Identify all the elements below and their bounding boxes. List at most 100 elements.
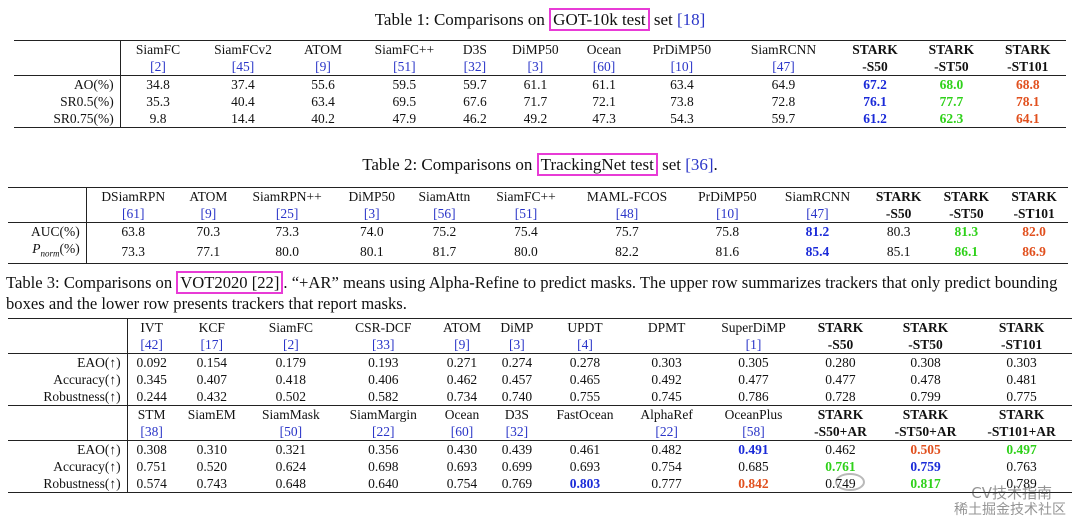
table-cell: 86.9: [1000, 240, 1068, 264]
table-cell: 0.755: [569, 389, 601, 404]
table2-trackingnet: DSiamRPN ATOM SiamRPN++ DiMP50 SiamAttn SiamF…: [8, 187, 1068, 264]
column-header-ref[interactable]: [1]: [745, 337, 762, 352]
column-header-ref[interactable]: [2]: [282, 337, 299, 352]
table-cell: 0.465: [569, 372, 601, 387]
column-header-ref[interactable]: [32]: [505, 424, 529, 439]
column-header-ref: -S50: [827, 337, 854, 352]
column-header-ref: -S50+AR: [814, 424, 867, 439]
column-header-ref[interactable]: [61]: [85, 205, 180, 223]
header-corner-cell: [8, 187, 87, 205]
table1-dataset-highlight: GOT-10k test: [549, 8, 650, 31]
table-cell: 80.0: [482, 240, 570, 264]
column-header-ref[interactable]: [3]: [509, 337, 525, 352]
column-header-ref[interactable]: [32]: [463, 59, 487, 74]
table-cell: 82.0: [1000, 222, 1068, 240]
table-row: AO(%) 34.8 37.4 55.6 59.5 59.7 61.1 61.1 63.4 64.…: [14, 75, 1066, 93]
table-row: SR0.5(%) 35.3 40.4 63.4 69.5 67.6 71.7 72.1 73.8…: [14, 93, 1066, 110]
table-cell: 35.3: [119, 93, 196, 110]
column-header-ref[interactable]: [22]: [655, 424, 678, 439]
table-cell: 0.462: [446, 372, 478, 387]
table-cell: 0.693: [569, 459, 601, 474]
table-cell: 0.734: [446, 389, 478, 404]
table-cell: 70.3: [179, 222, 238, 240]
table-cell: 81.7: [406, 240, 483, 264]
column-header-ref[interactable]: [3]: [527, 59, 544, 74]
table-cell: 0.728: [825, 389, 856, 404]
table-cell: 80.0: [237, 240, 338, 264]
table-cell: 0.274: [491, 353, 543, 371]
table-cell: 75.4: [482, 222, 570, 240]
table1-caption-ref[interactable]: [18]: [676, 10, 706, 29]
column-header-ref[interactable]: [33]: [372, 337, 395, 352]
column-header-ref[interactable]: [47]: [772, 59, 795, 74]
table-cell: 59.7: [453, 75, 497, 93]
row-label-sub: norm: [40, 248, 60, 259]
column-header-ref[interactable]: [9]: [200, 206, 217, 221]
row-label: SR0.5(%): [60, 94, 114, 109]
row-label: Accuracy(↑): [53, 372, 121, 387]
column-header-ref: -ST101: [1013, 206, 1055, 221]
watermark-line2: 稀土掘金技术社区: [954, 502, 1066, 518]
table1-caption: Table 1: Comparisons on GOT-10k test set…: [0, 8, 1080, 31]
table-cell: 0.574: [126, 475, 176, 493]
table3-caption-suffix: . “+AR” means using Alpha-Refine to pred…: [6, 273, 1058, 313]
header-corner-cell: [8, 205, 86, 223]
column-header-ref[interactable]: [10]: [670, 59, 694, 74]
column-header-ref[interactable]: [22]: [372, 424, 395, 439]
table3-dataset-highlight: VOT2020 [22]: [176, 271, 284, 294]
table-cell: 61.1: [496, 75, 575, 93]
table-cell: 0.769: [491, 475, 543, 493]
column-header-ref[interactable]: [47]: [806, 206, 829, 221]
column-header-ref[interactable]: [2]: [119, 58, 196, 76]
header-row: IVT KCF SiamFC CSR-DCF ATOM DiMP UPDT DPMT Super…: [8, 318, 1072, 336]
column-header-ref[interactable]: [60]: [592, 59, 616, 74]
header-row: SiamFC SiamFCv2 ATOM SiamFC++ D3S DiMP50 Ocean…: [14, 40, 1066, 58]
column-header-ref[interactable]: [58]: [742, 424, 765, 439]
column-header-ref[interactable]: [9]: [315, 59, 331, 74]
column-header-name: D3S: [453, 40, 497, 58]
header-ref-row: [61] [9] [25] [3] [56] [51] [48] [10] [47] -S50 -S…: [8, 205, 1068, 223]
column-header-ref[interactable]: [42]: [126, 336, 176, 354]
column-header-ref[interactable]: [51]: [393, 59, 416, 74]
table-cell: 75.8: [684, 222, 771, 240]
column-header-name: STARK: [989, 40, 1066, 58]
column-header-name: SiamFC: [119, 40, 196, 58]
table-cell: 0.817: [879, 475, 972, 493]
table2-caption-suffix: set: [657, 155, 686, 174]
table-cell: 0.761: [825, 459, 856, 474]
table2-caption-ref[interactable]: [36]: [685, 155, 714, 174]
column-header-ref[interactable]: [4]: [577, 337, 593, 352]
table-cell: 34.8: [119, 75, 196, 93]
column-header-name: MAML-FCOS: [569, 187, 685, 205]
column-header-ref[interactable]: [48]: [615, 206, 639, 221]
column-header-ref[interactable]: [9]: [454, 337, 470, 352]
column-header-ref[interactable]: [17]: [200, 337, 224, 352]
column-header-name: ATOM: [432, 318, 492, 336]
row-label-main: P: [32, 241, 41, 256]
column-header-ref[interactable]: [51]: [514, 206, 538, 221]
table-cell: 0.308: [126, 440, 176, 458]
table-cell: 0.432: [196, 389, 227, 404]
table-cell: 0.271: [432, 353, 492, 371]
column-header-ref[interactable]: [25]: [275, 206, 299, 221]
row-label: AO(%): [14, 75, 121, 93]
column-header-ref[interactable]: [10]: [716, 206, 739, 221]
table-cell: 0.777: [627, 475, 706, 493]
column-header-ref[interactable]: [38]: [126, 423, 176, 441]
column-header-ref[interactable]: [45]: [231, 59, 255, 74]
table-cell: 0.582: [368, 389, 399, 404]
column-header-name: SiamFC++: [482, 187, 570, 205]
table-cell: 78.1: [1015, 94, 1040, 109]
header-ref-row: [38] [50] [22] [60] [32] [22] [58] -S50+AR -ST50…: [8, 423, 1072, 441]
column-header-name: PrDiMP50: [633, 40, 731, 58]
table-cell: 73.8: [670, 94, 694, 109]
column-header-ref[interactable]: [60]: [450, 424, 474, 439]
column-header-ref[interactable]: [56]: [433, 206, 456, 221]
table-cell: 54.3: [633, 110, 731, 128]
column-header-ref[interactable]: [50]: [279, 424, 303, 439]
row-label: Robustness(↑): [8, 475, 128, 493]
table-row: EAO(↑) 0.092 0.154 0.179 0.193 0.271 0.274 0.27…: [8, 353, 1072, 371]
column-header-ref[interactable]: [3]: [363, 206, 380, 221]
table-cell: 85.1: [864, 240, 933, 264]
table-cell: 0.439: [491, 440, 543, 458]
